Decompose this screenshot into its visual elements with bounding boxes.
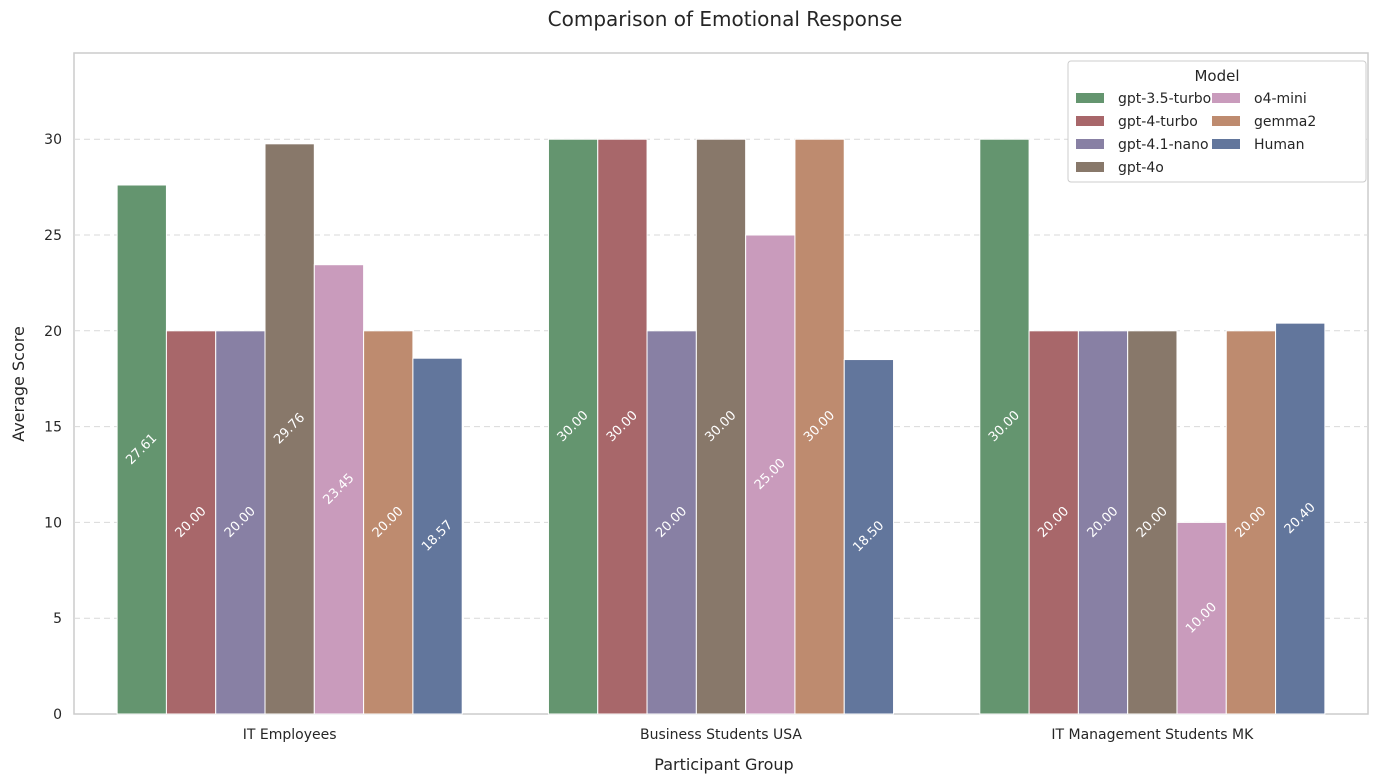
bar xyxy=(646,330,697,715)
y-tick-label: 15 xyxy=(44,420,62,436)
chart-title: Comparison of Emotional Response xyxy=(548,7,903,31)
x-tick-label: IT Management Students MK xyxy=(1051,727,1254,743)
bar xyxy=(547,138,599,715)
legend-swatch xyxy=(1076,139,1104,149)
bar xyxy=(116,184,167,715)
legend-swatch xyxy=(1076,116,1104,126)
legend-entry: gpt-4o xyxy=(1118,160,1164,176)
bars xyxy=(116,138,1326,715)
legend-title: Model xyxy=(1194,67,1239,85)
legend-swatch xyxy=(1212,139,1240,149)
bar xyxy=(843,359,895,715)
legend: Model gpt-3.5-turbo gpt-4-turbo gpt-4.1-na… xyxy=(1067,60,1367,183)
bar xyxy=(1176,521,1227,715)
legend-entry: o4-mini xyxy=(1254,91,1307,107)
bar xyxy=(1225,330,1277,715)
bar xyxy=(1028,330,1079,715)
legend-entry: Human xyxy=(1254,137,1305,153)
y-tick-label: 20 xyxy=(44,324,62,340)
y-ticks: 0 5 10 15 20 25 30 xyxy=(44,132,62,723)
x-tick-label: Business Students USA xyxy=(640,727,802,743)
bar xyxy=(794,138,845,715)
bar xyxy=(412,357,463,715)
legend-swatch xyxy=(1212,116,1240,126)
x-ticks: IT Employees Business Students USA IT Mana… xyxy=(243,727,1254,743)
y-tick-label: 0 xyxy=(53,707,62,723)
bar xyxy=(165,330,217,715)
bar xyxy=(695,138,747,715)
y-tick-label: 10 xyxy=(44,515,62,531)
bar xyxy=(745,234,796,715)
legend-swatch xyxy=(1076,93,1104,103)
x-axis-label: Participant Group xyxy=(654,755,793,774)
bar xyxy=(597,138,648,715)
bar xyxy=(1077,330,1129,715)
bar xyxy=(215,330,266,715)
bar xyxy=(979,138,1030,715)
legend-entry: gemma2 xyxy=(1254,114,1316,130)
legend-swatch xyxy=(1212,93,1240,103)
bar xyxy=(363,330,414,715)
legend-swatch xyxy=(1076,162,1104,172)
x-tick-label: IT Employees xyxy=(243,727,337,743)
legend-entry: gpt-4-turbo xyxy=(1118,114,1198,130)
bar xyxy=(313,264,365,715)
y-tick-label: 25 xyxy=(44,228,62,244)
y-tick-label: 30 xyxy=(44,132,62,148)
legend-entry: gpt-4.1-nano xyxy=(1118,137,1209,153)
legend-entry: gpt-3.5-turbo xyxy=(1118,91,1211,107)
bar xyxy=(1275,322,1326,715)
y-axis-label: Average Score xyxy=(9,326,28,442)
y-tick-label: 5 xyxy=(53,611,62,627)
